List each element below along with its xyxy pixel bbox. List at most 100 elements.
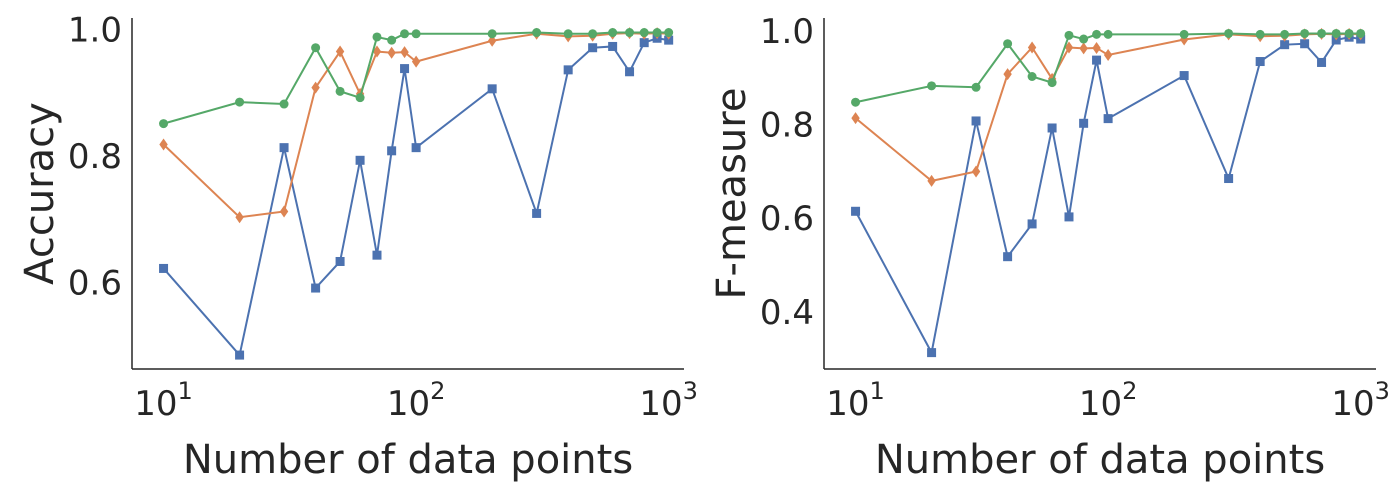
y-tick-label: 0.4 <box>760 293 814 333</box>
square-marker <box>1179 71 1189 81</box>
square-marker <box>1064 212 1074 222</box>
circle-marker <box>625 28 635 38</box>
square-marker <box>563 65 573 75</box>
square-marker <box>355 155 365 165</box>
square-marker <box>664 35 674 45</box>
diamond-marker <box>159 138 168 151</box>
x-axis-label: Number of data points <box>875 437 1325 483</box>
blue-series <box>851 32 1366 358</box>
circle-marker <box>1003 39 1013 49</box>
square-marker <box>1255 57 1265 67</box>
circle-marker <box>639 28 649 38</box>
diamond-marker <box>411 55 421 68</box>
series-line <box>162 37 669 358</box>
square-marker <box>927 348 937 358</box>
circle-marker <box>355 93 365 103</box>
square-marker <box>411 143 421 153</box>
circle-marker <box>279 99 289 109</box>
square-marker <box>487 84 497 94</box>
square-marker <box>532 208 542 218</box>
square-marker <box>1079 118 1089 128</box>
circle-marker <box>588 29 598 39</box>
square-marker <box>588 43 598 53</box>
circle-marker <box>1356 28 1366 38</box>
diamond-marker <box>279 205 289 218</box>
diamond-marker <box>1103 48 1113 61</box>
x-tick-label: 102 <box>387 377 446 424</box>
diamond-marker <box>927 174 936 187</box>
circle-marker <box>971 82 981 92</box>
diamond-marker <box>400 46 409 59</box>
square-marker <box>1280 40 1290 50</box>
square-marker <box>971 116 981 126</box>
diamond-marker <box>1064 41 1074 54</box>
y-axis-label: F-measure <box>709 88 755 300</box>
y-tick-label: 1.0 <box>68 11 122 51</box>
y-tick-label: 1.0 <box>760 12 814 52</box>
circle-marker <box>563 29 573 39</box>
circle-marker <box>1103 29 1113 39</box>
circle-marker <box>1027 72 1037 81</box>
circle-marker <box>1331 28 1341 38</box>
circle-marker <box>235 97 245 107</box>
square-marker <box>608 41 618 51</box>
diamond-marker <box>1079 42 1088 55</box>
circle-marker <box>532 28 542 38</box>
diamond-marker <box>335 45 345 58</box>
square-marker <box>1103 114 1113 124</box>
circle-marker <box>400 29 410 39</box>
diamond-marker <box>311 81 320 94</box>
circle-marker <box>411 29 421 39</box>
diamond-marker <box>1092 41 1101 54</box>
circle-marker <box>1179 29 1189 39</box>
circle-marker <box>1280 29 1290 39</box>
circle-marker <box>1047 78 1057 88</box>
circle-marker <box>608 28 618 38</box>
circle-marker <box>1344 28 1354 38</box>
circle-marker <box>1317 28 1327 38</box>
circle-marker <box>851 97 861 107</box>
square-marker <box>372 250 382 260</box>
square-marker <box>1317 57 1327 67</box>
square-marker <box>1003 252 1013 262</box>
square-marker <box>1224 174 1234 184</box>
circle-marker <box>372 32 382 42</box>
x-axis-label: Number of data points <box>183 437 633 483</box>
diamond-marker <box>971 165 981 178</box>
square-marker <box>1027 219 1037 229</box>
circle-marker <box>159 119 169 129</box>
blue-series <box>159 33 674 360</box>
diamond-marker <box>1003 68 1012 81</box>
x-tick-label: 101 <box>826 377 885 424</box>
diamond-marker <box>235 211 244 224</box>
square-marker <box>279 143 289 153</box>
circle-marker <box>1255 29 1265 39</box>
diamond-marker <box>851 112 860 125</box>
x-tick-label: 102 <box>1079 377 1138 424</box>
square-marker <box>400 64 410 74</box>
square-marker <box>335 256 345 266</box>
circle-marker <box>664 28 674 38</box>
square-marker <box>235 350 245 360</box>
circle-marker <box>387 35 397 45</box>
circle-marker <box>311 43 321 53</box>
diamond-marker <box>387 46 396 59</box>
circle-marker <box>652 28 662 38</box>
square-marker <box>311 283 321 293</box>
y-tick-label: 0.8 <box>68 137 122 177</box>
circle-marker <box>335 86 345 96</box>
diamond-marker <box>372 45 382 58</box>
y-tick-label: 0.8 <box>760 106 814 146</box>
circle-marker <box>927 81 937 91</box>
y-tick-label: 0.6 <box>760 199 814 239</box>
green-series <box>159 28 674 129</box>
square-marker <box>851 206 861 216</box>
circle-marker <box>1224 28 1234 38</box>
diamond-marker <box>1027 41 1037 54</box>
circle-marker <box>1092 29 1102 39</box>
circle-marker <box>1300 28 1310 38</box>
y-tick-label: 0.6 <box>68 264 122 304</box>
x-tick-label: 103 <box>639 377 698 424</box>
